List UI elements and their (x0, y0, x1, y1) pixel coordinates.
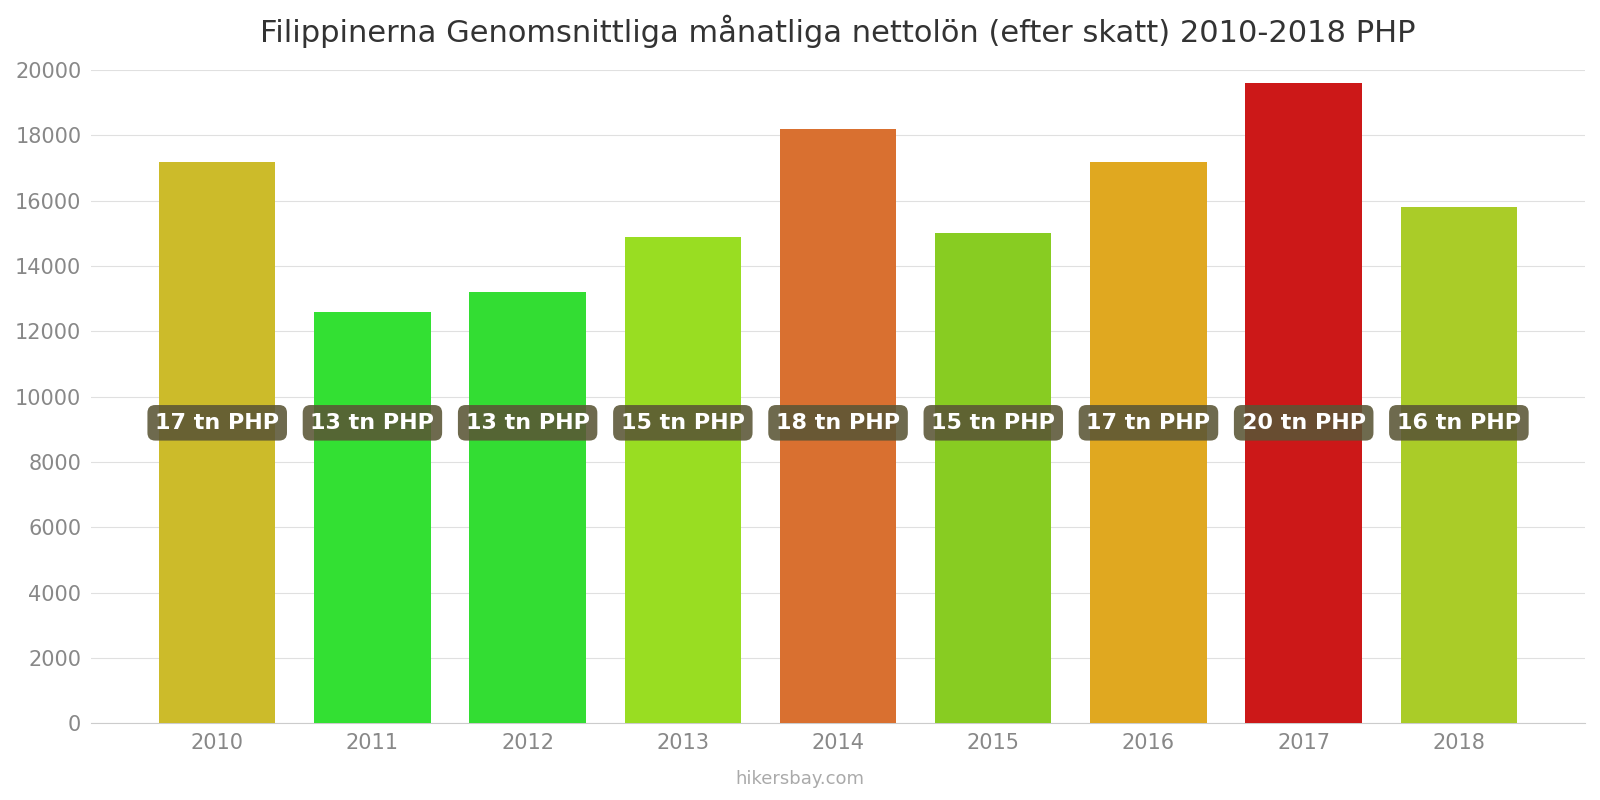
Bar (1245, 83, 1362, 723)
Text: 16 tn PHP: 16 tn PHP (1397, 413, 1522, 433)
Text: 20 tn PHP: 20 tn PHP (1242, 413, 1366, 433)
Text: 17 tn PHP: 17 tn PHP (1086, 413, 1211, 433)
Bar (1400, 207, 1517, 723)
Text: 15 tn PHP: 15 tn PHP (931, 413, 1054, 433)
Title: Filippinerna Genomsnittliga månatliga nettolön (efter skatt) 2010-2018 PHP: Filippinerna Genomsnittliga månatliga ne… (261, 15, 1416, 48)
Bar (779, 129, 896, 723)
Text: 18 tn PHP: 18 tn PHP (776, 413, 901, 433)
Bar (934, 234, 1051, 723)
Text: 13 tn PHP: 13 tn PHP (466, 413, 589, 433)
Bar (158, 162, 275, 723)
Bar (469, 292, 586, 723)
Bar (314, 312, 430, 723)
Bar (1090, 162, 1206, 723)
Text: 17 tn PHP: 17 tn PHP (155, 413, 280, 433)
Text: 13 tn PHP: 13 tn PHP (310, 413, 434, 433)
Bar (624, 237, 741, 723)
Text: 15 tn PHP: 15 tn PHP (621, 413, 744, 433)
Text: hikersbay.com: hikersbay.com (736, 770, 864, 788)
